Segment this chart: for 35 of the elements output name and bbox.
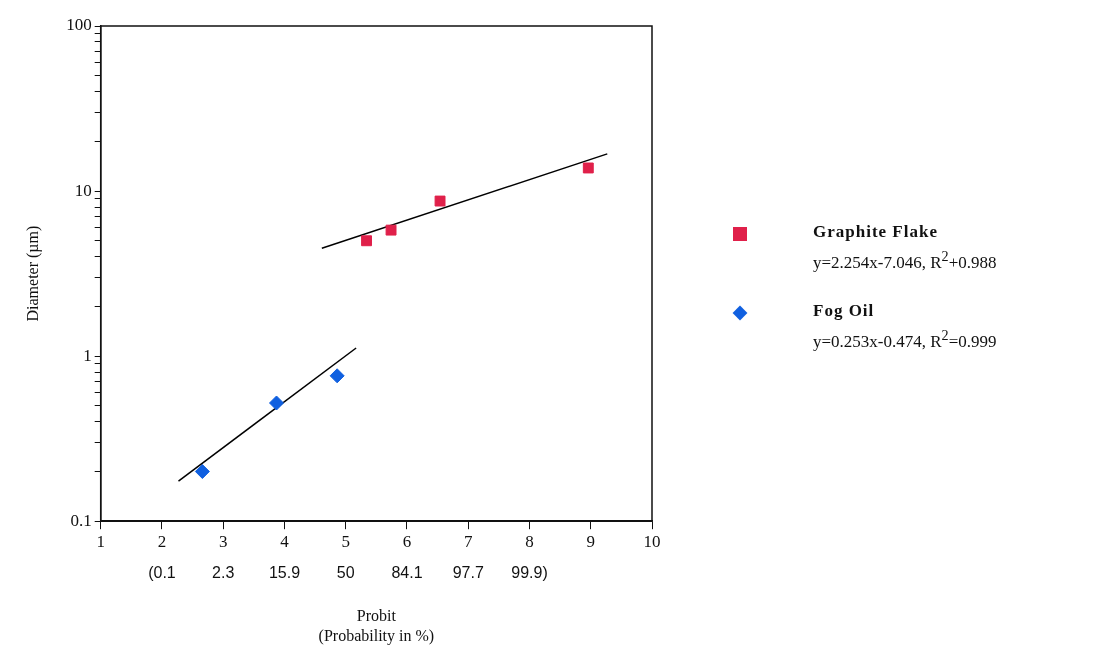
text: 97.7 — [452, 563, 484, 581]
y-tick-label: 0.1 — [70, 510, 92, 530]
text: 15.9 — [268, 563, 301, 581]
point — [582, 162, 594, 174]
x-tick-label: 8 — [525, 531, 534, 551]
point — [194, 464, 210, 480]
text: Fog Oil — [813, 300, 876, 321]
point — [385, 224, 397, 236]
point — [329, 368, 345, 384]
point — [269, 395, 284, 411]
x-tick-label: 4 — [280, 531, 290, 551]
y-axis-title: Diameter (µm) — [23, 225, 42, 322]
y-tick-label: 1 — [83, 345, 92, 365]
text: 50 — [336, 563, 355, 581]
x-tick-label: 10 — [643, 531, 661, 551]
text: 84.1 — [391, 563, 423, 581]
x-tick-label: 2 — [157, 531, 167, 551]
x-tick-label: 9 — [586, 531, 595, 551]
x-tick-label: 3 — [218, 531, 228, 551]
x-tick-label: 6 — [402, 531, 412, 551]
text: 2.3 — [212, 563, 235, 581]
y-tick-label: 10 — [74, 180, 92, 200]
text: Graphite Flake — [813, 222, 939, 242]
x2-axis-title: (Probability in %) — [318, 626, 435, 645]
x-tick-label: 5 — [341, 531, 350, 551]
text: y=2.254x-7.046, R$^{2}$+0.988 — [813, 248, 997, 273]
text: y=0.253x-0.474, R$^{2}$=0.999 — [813, 326, 997, 352]
x-tick-label: 7 — [463, 531, 473, 551]
y-tick-label: 100 — [66, 15, 92, 35]
text: 99.9) — [511, 563, 548, 581]
point — [434, 195, 446, 207]
x-axis-title: Probit — [356, 607, 397, 625]
x-tick-label: 1 — [96, 531, 105, 551]
point — [361, 235, 372, 247]
text: (0.1 — [148, 563, 176, 581]
